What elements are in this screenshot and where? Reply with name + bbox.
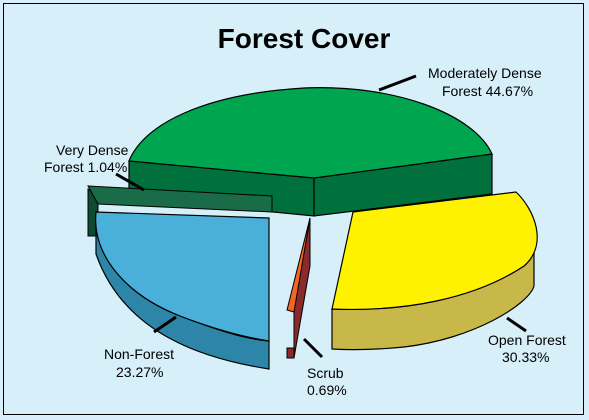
label-moderately-dense-line1: Moderately Dense bbox=[428, 65, 542, 81]
slice-moderately-dense-top bbox=[128, 87, 493, 179]
slice-scrub-side bbox=[286, 347, 295, 359]
slice-open-forest-top bbox=[331, 191, 538, 310]
leader-scrub bbox=[302, 337, 324, 359]
slice-scrub bbox=[286, 217, 311, 359]
label-open-forest-line1: Open Forest bbox=[488, 332, 566, 348]
leader-open-forest bbox=[506, 316, 527, 333]
slice-very-dense-top bbox=[87, 185, 273, 213]
chart-title: Forest Cover bbox=[218, 23, 391, 54]
label-open-forest-line2: 30.33% bbox=[502, 349, 549, 365]
label-non-forest-line2: 23.27% bbox=[116, 364, 163, 380]
slice-non-forest-top bbox=[95, 211, 270, 342]
slice-non-forest bbox=[95, 211, 270, 370]
label-very-dense-line2: Forest 1.04% bbox=[44, 159, 127, 175]
label-non-forest-line1: Non-Forest bbox=[104, 346, 174, 362]
pie-chart: Forest Cover bbox=[44, 23, 566, 398]
label-very-dense-line1: Very Dense bbox=[56, 142, 129, 158]
slice-open-forest bbox=[331, 191, 538, 351]
leader-non-forest bbox=[153, 315, 177, 334]
label-moderately-dense-line2: Forest 44.67% bbox=[442, 83, 533, 99]
label-scrub-line2: 0.69% bbox=[307, 382, 347, 398]
leader-very-dense bbox=[115, 172, 145, 192]
slice-scrub-top bbox=[286, 217, 311, 313]
label-scrub-line1: Scrub bbox=[307, 365, 344, 381]
chart-frame: Forest Cover bbox=[3, 3, 584, 415]
leader-moderately-dense bbox=[378, 74, 417, 92]
